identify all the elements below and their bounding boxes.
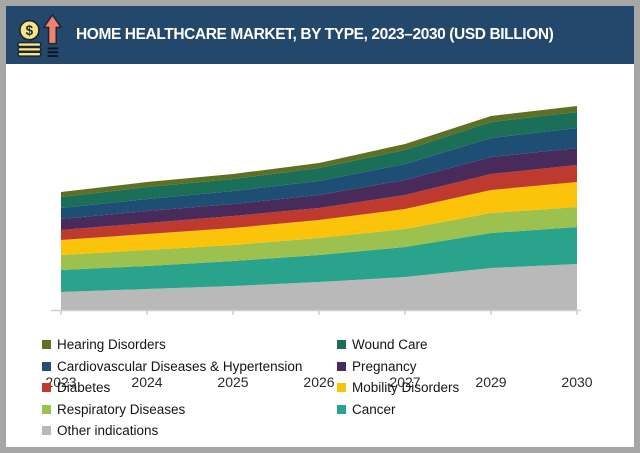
legend-swatch-icon xyxy=(337,383,346,392)
stacked-area-chart xyxy=(51,106,581,315)
x-axis-line-and-ticks xyxy=(51,309,581,315)
legend-swatch-icon xyxy=(42,383,51,392)
area-series-other-indications xyxy=(61,264,577,310)
legend-column-left: Hearing Disorders Cardiovascular Diseases… xyxy=(42,337,332,445)
legend-label: Cardiovascular Diseases & Hypertension xyxy=(57,358,303,374)
legend-item-other-indications: Other indications xyxy=(42,423,332,438)
legend-column-right: Wound Care Pregnancy Mobility Disorders Can… xyxy=(337,337,617,423)
chart-title: HOME HEALTHCARE MARKET, BY TYPE, 2023–20… xyxy=(76,26,554,43)
legend-label: Pregnancy xyxy=(352,358,417,374)
coins-growth-arrow-icon: $ xyxy=(17,14,62,58)
legend-label: Cancer xyxy=(352,401,396,417)
area-series-cardiovascular-diseases-hypertension xyxy=(61,128,577,219)
legend-item-wound-care: Wound Care xyxy=(337,337,617,352)
legend-item-respiratory-diseases: Respiratory Diseases xyxy=(42,402,332,417)
area-series-diabetes xyxy=(61,165,577,240)
x-axis-labels: 2023 2024 2025 2026 2027 2029 2030 xyxy=(6,374,634,394)
legend-item-diabetes: Diabetes xyxy=(42,380,332,395)
x-tick-label-2024: 2024 xyxy=(131,374,163,390)
legend-label: Wound Care xyxy=(352,337,428,352)
x-tick-label-2026: 2026 xyxy=(303,374,335,390)
legend-item-pregnancy: Pregnancy xyxy=(337,359,617,374)
x-tick-label-2025: 2025 xyxy=(217,374,249,390)
header-bar: $ HOME HEALTHCARE MARKET, BY TYPE, 2023–… xyxy=(6,6,634,64)
x-tick-label-2027: 2027 xyxy=(389,374,421,390)
legend-label: Mobility Disorders xyxy=(352,380,460,395)
legend-swatch-icon xyxy=(337,361,346,371)
legend-item-cancer: Cancer xyxy=(337,402,617,417)
area-series-cancer xyxy=(61,227,577,292)
area-series-group xyxy=(61,106,577,310)
x-tick-label-2029: 2029 xyxy=(475,374,507,390)
legend-item-cardiovascular-diseases-hypertension: Cardiovascular Diseases & Hypertension xyxy=(42,359,332,374)
legend-swatch-icon xyxy=(337,404,346,414)
legend-label: Hearing Disorders xyxy=(57,337,166,352)
area-series-hearing-disorders xyxy=(61,106,577,197)
legend-label: Diabetes xyxy=(57,380,111,395)
legend-item-mobility-disorders: Mobility Disorders xyxy=(337,380,617,395)
legend-swatch-icon xyxy=(42,340,51,349)
svg-text:$: $ xyxy=(26,23,34,38)
legend-swatch-icon xyxy=(337,340,346,349)
legend-item-hearing-disorders: Hearing Disorders xyxy=(42,337,332,352)
legend-swatch-icon xyxy=(42,404,51,414)
x-tick-label-2023: 2023 xyxy=(45,374,77,390)
area-series-respiratory-diseases xyxy=(61,207,577,270)
legend-swatch-icon xyxy=(42,361,51,371)
legend-swatch-icon xyxy=(42,426,51,435)
legend-label: Respiratory Diseases xyxy=(57,401,186,417)
x-tick-label-2030: 2030 xyxy=(561,374,593,390)
area-series-mobility-disorders xyxy=(61,182,577,255)
legend-label: Other indications xyxy=(57,423,159,438)
